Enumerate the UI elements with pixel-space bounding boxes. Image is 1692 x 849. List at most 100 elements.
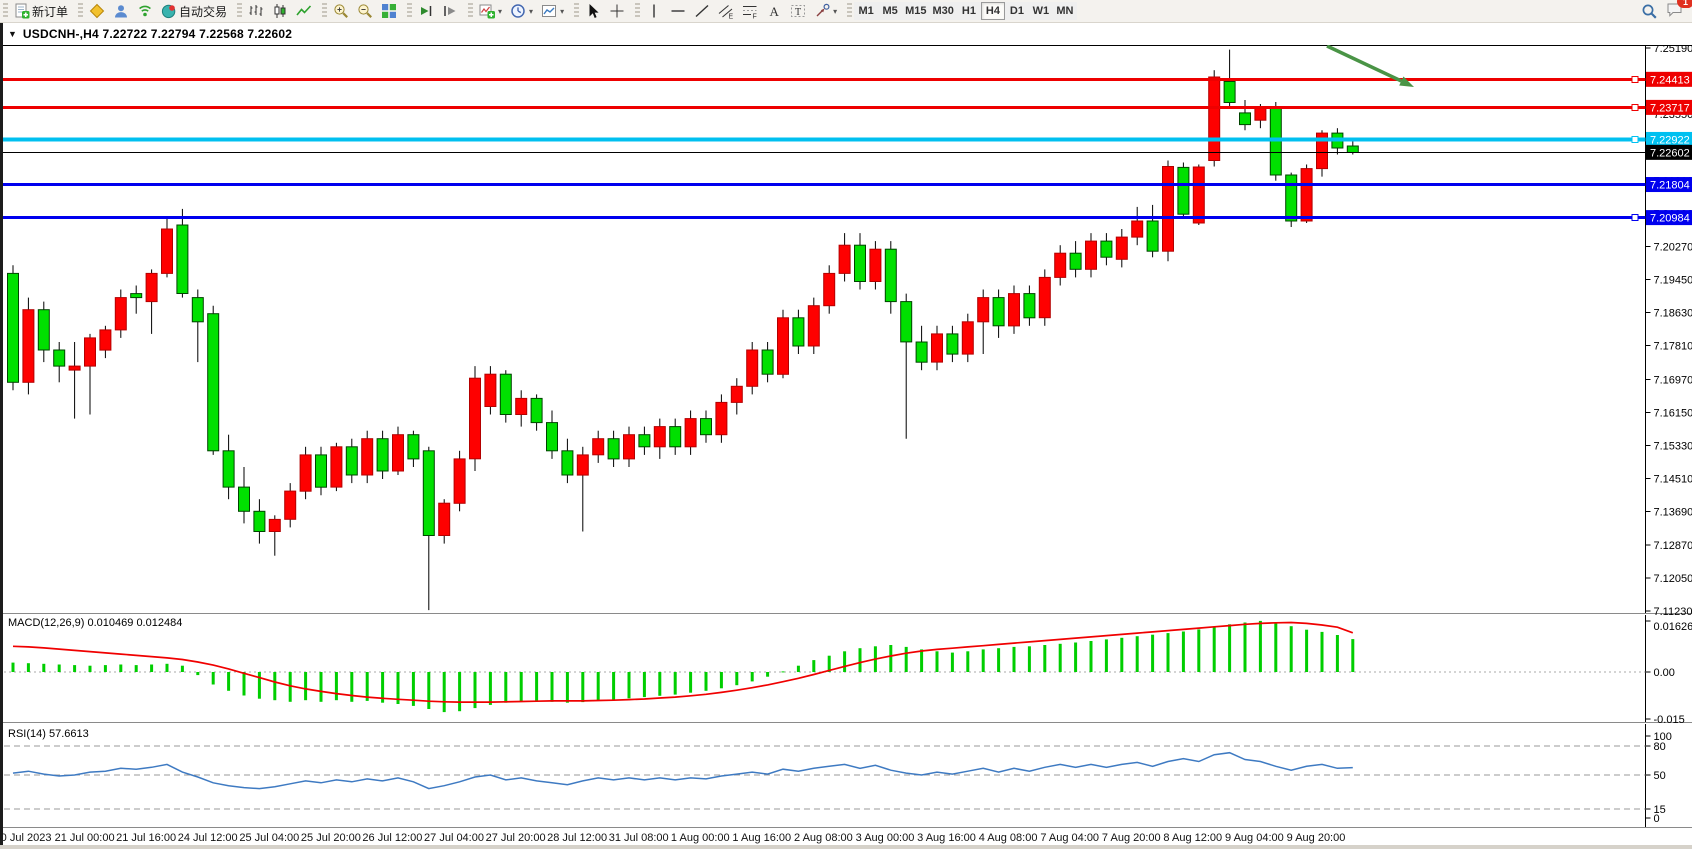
candle-body-down — [854, 244, 866, 282]
toolbar-group: E F A T ▾ — [632, 0, 844, 22]
candle-body-up — [22, 309, 35, 383]
timeframe-button-h4[interactable]: H4 — [980, 2, 1005, 20]
text-button[interactable]: A — [762, 1, 786, 21]
candle-body-down — [253, 510, 266, 532]
price-badge — [1646, 71, 1692, 87]
candle-body-up — [823, 272, 836, 307]
horizontal-line-button[interactable] — [666, 1, 690, 21]
cyan-level-line-handle[interactable] — [1631, 135, 1639, 143]
tile-windows-button[interactable] — [377, 1, 401, 21]
timeframe-button-mn[interactable]: MN — [1052, 2, 1077, 20]
resistance-line-1-handle[interactable] — [1631, 75, 1639, 83]
date-tick-label: 31 Jul 08:00 — [609, 832, 669, 844]
timeframe-button-m15[interactable]: M15 — [902, 2, 930, 20]
date-tick-label: 25 Jul 04:00 — [239, 832, 299, 844]
toolbar-group: 自动交易 — [75, 0, 234, 22]
indicators-button[interactable]: ▾ — [475, 1, 506, 21]
macd-histogram-bar — [812, 660, 816, 672]
date-tick-label: 25 Jul 20:00 — [301, 832, 361, 844]
fibonacci-button[interactable]: F — [738, 1, 762, 21]
cursor-button[interactable] — [581, 1, 605, 21]
timeframe-toolbar: M1 M5 M15 M30 H1 H4 D1 W1 MN — [844, 0, 1080, 22]
search-button[interactable] — [1637, 1, 1662, 21]
macd-histogram-bar — [658, 672, 662, 696]
chart-collapse-icon[interactable]: ▼ — [8, 29, 17, 39]
candles-icon — [272, 3, 288, 19]
svg-text:A: A — [770, 4, 780, 19]
dropdown-caret-icon[interactable]: ▾ — [560, 6, 565, 16]
autotrading-button[interactable]: 自动交易 — [157, 1, 231, 21]
date-tick-label: 27 Jul 04:00 — [424, 832, 484, 844]
vertical-line-button[interactable] — [642, 1, 666, 21]
macd-histogram-bar — [381, 672, 385, 703]
candle-body-up — [361, 438, 374, 476]
price-badge-value: 7.21804 — [1650, 180, 1690, 192]
candle-body-up — [576, 454, 589, 476]
macd-histogram-bar — [920, 649, 924, 672]
bar-chart-button[interactable] — [244, 1, 268, 21]
metaeditor-button[interactable] — [85, 1, 109, 21]
trend-icon — [694, 3, 710, 19]
price-tick-label: 7.15330 — [1654, 441, 1692, 453]
macd-histogram-bar — [1320, 631, 1324, 672]
macd-histogram-bar — [1181, 631, 1185, 672]
macd-histogram-bar — [581, 672, 585, 703]
toolbar-grip — [574, 3, 580, 19]
date-tick-label: 21 Jul 00:00 — [55, 832, 115, 844]
timeframe-button-d1[interactable]: D1 — [1004, 2, 1029, 20]
main-toolbar: 新订单 自动交易 ▾ ▾ ▾ E F A T ▾ M1 M5 M15 M30 H1 H4 D1 W1 MN 1 — [0, 0, 1692, 23]
price-tick-label: 7.11230 — [1654, 606, 1692, 618]
macd-histogram-bar — [858, 648, 862, 672]
dropdown-caret-icon[interactable]: ▾ — [833, 6, 838, 16]
date-tick-label: 26 Jul 12:00 — [362, 832, 422, 844]
macd-name: MACD(12,26,9) — [8, 617, 85, 629]
resistance-line-2-handle[interactable] — [1631, 103, 1639, 111]
candlestick-button[interactable] — [268, 1, 292, 21]
timeframe-button-w1[interactable]: W1 — [1028, 2, 1053, 20]
trendline-button[interactable] — [690, 1, 714, 21]
price-tick-label: 7.18630 — [1654, 308, 1692, 320]
market-button[interactable] — [109, 1, 133, 21]
candle-body-down — [207, 313, 220, 452]
templates-button[interactable]: ▾ — [537, 1, 568, 21]
dropdown-caret-icon[interactable]: ▾ — [498, 6, 503, 16]
candle-body-up — [1316, 132, 1328, 170]
timeframe-button-h1[interactable]: H1 — [956, 2, 981, 20]
crosshair-button[interactable] — [605, 1, 629, 21]
metaeditor-icon — [89, 3, 105, 19]
support-line-2-handle[interactable] — [1631, 214, 1639, 222]
new-order-button[interactable]: 新订单 — [10, 1, 72, 21]
macd-histogram-bar — [304, 672, 308, 701]
zoom-out-button[interactable] — [353, 1, 377, 21]
text-icon: A — [766, 3, 782, 19]
candle-body-up — [1254, 106, 1267, 121]
auto-scroll-button[interactable] — [414, 1, 438, 21]
date-axis[interactable]: 20 Jul 2023 21 Jul 00:00 21 Jul 16:00 24 Ju… — [0, 832, 1345, 844]
dropdown-caret-icon[interactable]: ▾ — [529, 6, 534, 16]
zoom-in-button[interactable] — [329, 1, 353, 21]
chart-shift-button[interactable] — [438, 1, 462, 21]
timeframe-button-m5[interactable]: M5 — [878, 2, 903, 20]
periods-button[interactable]: ▾ — [506, 1, 537, 21]
channel-button[interactable]: E — [714, 1, 738, 21]
svg-text:F: F — [753, 14, 757, 20]
date-tick-label: 8 Aug 12:00 — [1163, 832, 1222, 844]
macd-histogram-bar — [735, 672, 739, 686]
toolbar-grip — [78, 3, 84, 19]
crosshair-icon — [609, 3, 625, 19]
macd-histogram-bar — [458, 672, 462, 712]
cursor-icon — [585, 3, 601, 19]
macd-histogram-bar — [673, 672, 677, 695]
signals-button[interactable] — [133, 1, 157, 21]
macd-histogram-bar — [966, 651, 970, 672]
candle-body-down — [238, 486, 250, 512]
timeframe-button-m1[interactable]: M1 — [854, 2, 879, 20]
price-badge — [1646, 144, 1692, 160]
candle-body-down — [345, 446, 358, 476]
timeframe-button-m30[interactable]: M30 — [929, 2, 957, 20]
line-chart-button[interactable] — [292, 1, 316, 21]
arrows-button[interactable]: ▾ — [810, 1, 841, 21]
trend-arrow-annotation[interactable] — [1326, 44, 1414, 87]
label-button[interactable]: T — [786, 1, 810, 21]
candle-body-up — [869, 248, 882, 282]
